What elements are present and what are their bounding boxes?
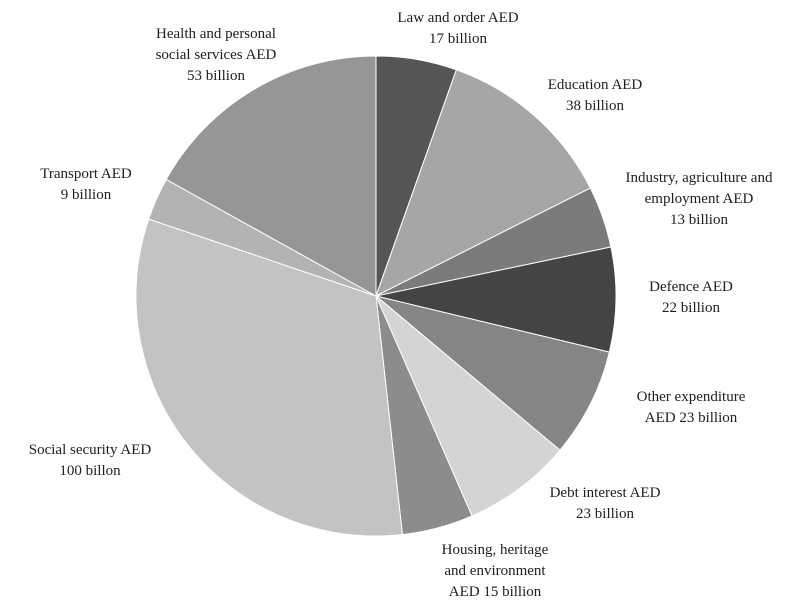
slice-label-line: 38 billion <box>566 98 624 114</box>
slice-label-line: 17 billion <box>429 31 487 47</box>
slice-label-debt-interest: Debt interest AED 23 billion <box>550 485 661 522</box>
slice-label-line: Transport AED <box>40 166 132 182</box>
slice-label-line: AED 15 billion <box>449 584 542 600</box>
slice-label-law-and-order: Law and order AED 17 billion <box>397 10 518 47</box>
slice-label-line: 13 billion <box>670 212 728 228</box>
slice-label-education: Education AED 38 billion <box>548 77 643 114</box>
pie-slice-social-security <box>135 218 403 537</box>
pie-slice-health-and-personal-social-services <box>165 55 377 297</box>
slice-label-line: Housing, heritage <box>442 542 549 558</box>
slice-label-line: 9 billion <box>61 187 112 203</box>
slice-label-line: Health and personal <box>156 26 276 42</box>
slice-label-line: employment AED <box>645 191 754 207</box>
slice-label-line: Debt interest AED <box>550 485 661 501</box>
slice-label-line: Social security AED <box>29 442 152 458</box>
slice-label-other-expenditure: Other expenditure AED 23 billion <box>637 389 746 426</box>
slice-labels: Law and order AED 17 billion Education AED… <box>29 10 773 600</box>
slice-label-defence: Defence AED 22 billion <box>649 279 733 316</box>
slice-label-line: Industry, agriculture and <box>626 170 773 186</box>
slice-label-line: and environment <box>444 563 546 579</box>
slice-label-line: 53 billion <box>187 68 245 84</box>
pie-slice-education <box>375 69 592 298</box>
slice-label-housing-heritage-and-environment: Housing, heritage and environment AED 15 b… <box>442 542 549 600</box>
slice-label-industry-agriculture-and-employment: Industry, agriculture and employment AED 1… <box>626 170 773 228</box>
pie-slices <box>135 55 617 537</box>
slice-label-line: AED 23 billion <box>645 410 738 426</box>
slice-label-health-and-personal-social-services: Health and personal social services AED 53… <box>156 26 277 84</box>
slice-label-line: Defence AED <box>649 279 733 295</box>
slice-label-line: Education AED <box>548 77 643 93</box>
pie-slice-other-expenditure <box>375 295 610 451</box>
pie-slice-defence <box>375 246 617 353</box>
slice-label-line: 22 billion <box>662 300 720 316</box>
slice-label-line: Other expenditure <box>637 389 746 405</box>
slice-label-line: Law and order AED <box>397 10 518 26</box>
slice-label-line: 100 billon <box>59 463 121 479</box>
slice-label-transport: Transport AED 9 billion <box>40 166 132 203</box>
slice-label-line: 23 billion <box>576 506 634 522</box>
pie-slice-debt-interest <box>375 295 561 517</box>
slice-label-line: social services AED <box>156 47 277 63</box>
slice-label-social-security: Social security AED 100 billon <box>29 442 152 479</box>
